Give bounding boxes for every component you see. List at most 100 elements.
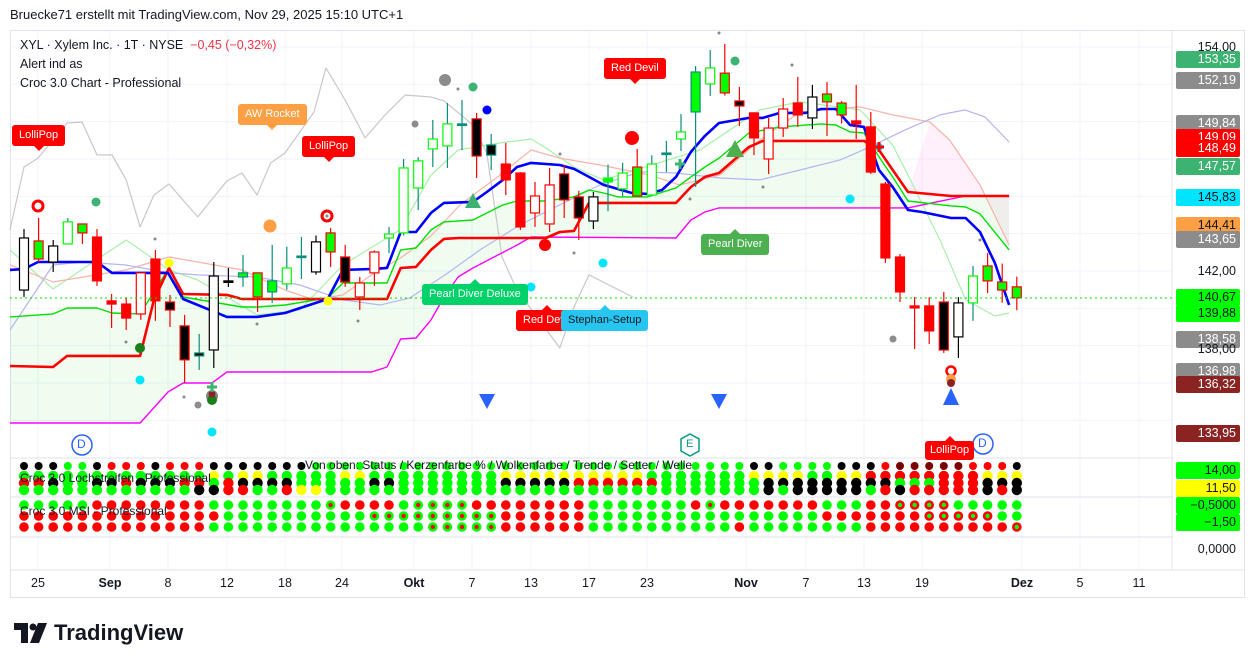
candle[interactable]	[865, 111, 876, 174]
candle-body	[194, 352, 205, 357]
candle[interactable]	[997, 263, 1008, 303]
candle[interactable]	[106, 293, 117, 328]
candle[interactable]	[267, 244, 278, 303]
lochstreifen-dot	[310, 484, 322, 496]
dark-red-dot-icon	[208, 390, 216, 398]
candle[interactable]	[164, 294, 176, 328]
candle[interactable]	[62, 217, 73, 245]
candle[interactable]	[675, 114, 687, 151]
candle[interactable]	[442, 103, 453, 168]
small-dot-icon	[153, 237, 157, 241]
candle[interactable]	[383, 226, 395, 254]
candle[interactable]	[1011, 276, 1022, 311]
candle[interactable]	[909, 296, 920, 350]
candle[interactable]	[924, 297, 935, 344]
candle[interactable]	[573, 190, 584, 241]
candle[interactable]	[821, 81, 833, 137]
candle[interactable]	[223, 268, 234, 287]
candle[interactable]	[836, 101, 847, 124]
candle[interactable]	[690, 66, 701, 188]
candle[interactable]	[544, 167, 555, 232]
candle[interactable]	[851, 84, 862, 140]
msi-dot	[515, 500, 526, 510]
candle[interactable]	[33, 217, 44, 263]
candle[interactable]	[369, 250, 380, 286]
candle[interactable]	[354, 276, 365, 311]
candle[interactable]	[194, 333, 205, 370]
dividend-badge-label[interactable]: D	[978, 436, 987, 450]
candle[interactable]	[559, 164, 570, 218]
candle[interactable]	[325, 228, 336, 268]
dividend-badge-label[interactable]: D	[77, 437, 86, 451]
candle[interactable]	[748, 112, 760, 156]
msi-dot-center	[489, 524, 494, 530]
candle-body	[997, 281, 1008, 291]
candle[interactable]	[515, 172, 526, 230]
candle[interactable]	[982, 253, 993, 294]
candle-body	[675, 131, 687, 140]
lochstreifen-title[interactable]: Croc 3.0 Lochstreifen - Professional	[20, 471, 211, 485]
candle[interactable]	[661, 140, 672, 173]
candle[interactable]	[967, 265, 979, 321]
candle[interactable]	[121, 297, 132, 330]
lochstreifen-dot	[925, 462, 934, 470]
tradingview-logo[interactable]: TradingView	[14, 620, 183, 646]
indicator-legend-croc[interactable]: Croc 3.0 Chart - Professional	[20, 76, 182, 90]
candle[interactable]	[646, 155, 657, 197]
symbol-legend[interactable]: XYL · Xylem Inc. · 1T · NYSE −0,45 (−0,3…	[20, 38, 276, 52]
candle[interactable]	[734, 86, 745, 126]
candle[interactable]	[340, 244, 351, 287]
candle[interactable]	[894, 254, 906, 302]
candle[interactable]	[778, 97, 789, 137]
candle[interactable]	[252, 272, 263, 312]
msi-dot	[325, 511, 336, 521]
candle[interactable]	[588, 192, 599, 230]
candle[interactable]	[617, 162, 628, 197]
indicator-lines	[9, 67, 1011, 424]
candle[interactable]	[953, 297, 964, 358]
msi-dot	[340, 511, 351, 521]
indicator-legend-alert[interactable]: Alert ind as	[20, 57, 83, 71]
candle[interactable]	[792, 76, 803, 127]
lochstreifen-dot	[312, 462, 320, 470]
yellow-dot-icon	[164, 258, 174, 268]
msi-dot	[982, 522, 993, 532]
earnings-badge-label[interactable]: E	[686, 438, 694, 450]
candle[interactable]	[135, 272, 146, 320]
candle[interactable]	[486, 133, 497, 171]
candle[interactable]	[719, 44, 730, 96]
candle[interactable]	[237, 254, 249, 287]
candle[interactable]	[179, 314, 190, 384]
candle[interactable]	[208, 262, 219, 369]
candle[interactable]	[77, 223, 88, 244]
candle[interactable]	[91, 229, 103, 286]
candle[interactable]	[427, 119, 438, 168]
msi-dot	[676, 500, 686, 510]
candle[interactable]	[310, 235, 322, 275]
candle[interactable]	[602, 164, 614, 212]
candle[interactable]	[18, 229, 30, 297]
candle[interactable]	[48, 240, 59, 272]
candle[interactable]	[150, 249, 161, 321]
lollipop-ring-icon	[31, 199, 45, 213]
candle-body	[62, 221, 73, 245]
candle[interactable]	[705, 49, 716, 96]
price-label: 11,50	[1176, 480, 1240, 497]
candle[interactable]	[296, 237, 307, 280]
candle[interactable]	[529, 181, 541, 227]
candle[interactable]	[281, 246, 292, 290]
candle[interactable]	[880, 181, 891, 263]
candle[interactable]	[807, 84, 818, 129]
lochstreifen-dot	[545, 462, 554, 470]
candle[interactable]	[413, 157, 424, 210]
candle[interactable]	[763, 117, 774, 174]
candle[interactable]	[471, 112, 482, 179]
candle[interactable]	[398, 159, 409, 236]
candle[interactable]	[632, 148, 643, 197]
small-dot-icon	[790, 63, 794, 67]
candle[interactable]	[456, 100, 468, 151]
candle[interactable]	[500, 142, 511, 196]
msi-title[interactable]: Croc 3.0 MSI - Professional	[20, 504, 167, 518]
candle[interactable]	[938, 291, 949, 353]
